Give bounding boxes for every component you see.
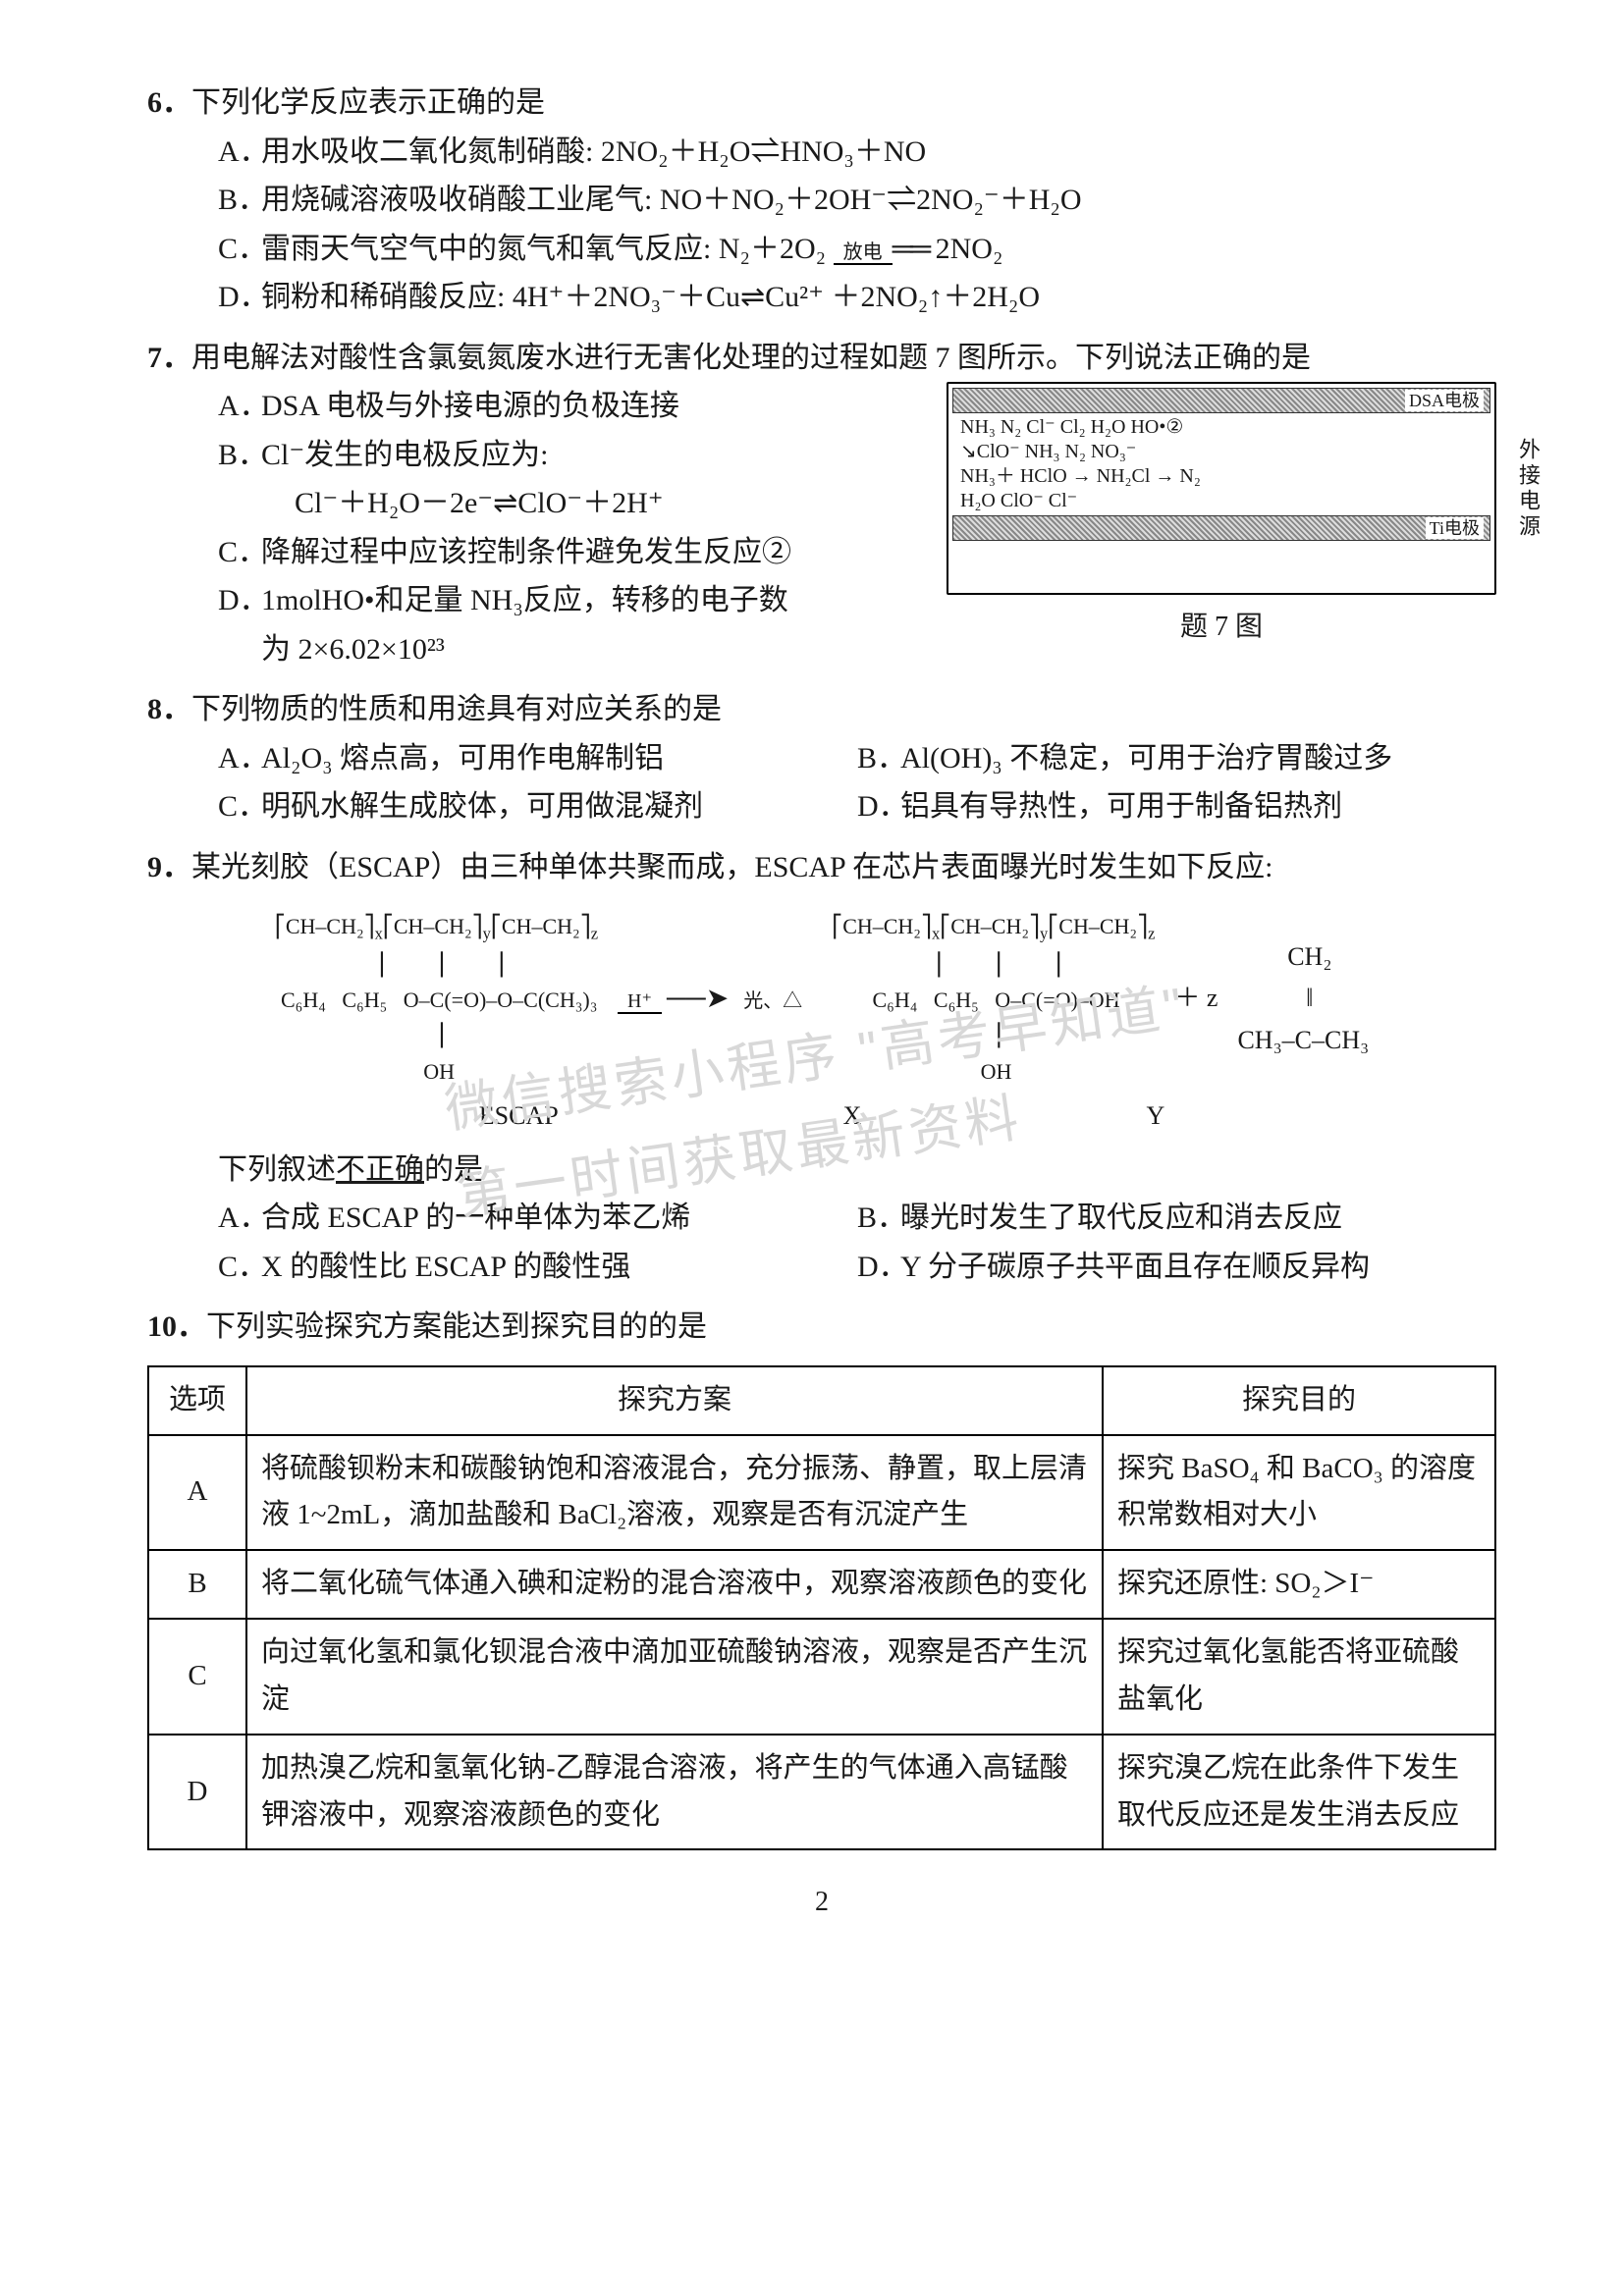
- row-A-plan: 将硫酸钡粉末和碳酸钠饱和溶液混合，充分振荡、静置，取上层清液 1~2mL，滴加盐…: [246, 1435, 1103, 1551]
- q9-option-A: A．合成 ESCAP 的一种单体为苯乙烯: [147, 1194, 857, 1243]
- row-B-goal: 探究还原性: SO₂＞I⁻: [1103, 1550, 1495, 1619]
- escap-reaction-scheme: ⎡CH–CH₂⎤x⎡CH–CH₂⎤y⎡CH–CH₂⎤z ⎮ ⎮ ⎮ C₆H₄ C…: [147, 909, 1496, 1138]
- label-X: X: [843, 1095, 862, 1138]
- q7-diagram-caption: 题 7 图: [947, 605, 1496, 650]
- row-B-opt: B: [148, 1550, 246, 1619]
- q6-option-B: B．用烧碱溶液吸收硝酸工业尾气: NO＋NO₂＋2OH⁻⇌2NO₂⁻＋H₂O: [147, 176, 1496, 225]
- question-9: 9．某光刻胶（ESCAP）由三种单体共聚而成，ESCAP 在芯片表面曝光时发生如…: [147, 843, 1496, 1292]
- q7-option-B-eq: Cl⁻＋H₂O－2e⁻⇌ClO⁻＋2H⁺: [147, 479, 927, 528]
- power-source-label: 外接电源: [1515, 438, 1543, 540]
- q6-option-C: C．雷雨天气空气中的氮气和氧气反应: N₂＋2O₂ 放电══ 2NO₂: [147, 225, 1496, 274]
- q9-option-B: B．曝光时发生了取代反应和消去反应: [857, 1194, 1496, 1243]
- row-C-plan: 向过氧化氢和氯化钡混合液中滴加亚硫酸钠溶液，观察是否产生沉淀: [246, 1619, 1103, 1735]
- polymer-X: ⎡CH–CH₂⎤x⎡CH–CH₂⎤y⎡CH–CH₂⎤z ⎮ ⎮ ⎮ C₆H₄ C…: [832, 909, 1155, 1090]
- q6-stem: 6．下列化学反应表示正确的是: [147, 79, 1496, 128]
- col-goal: 探究目的: [1103, 1366, 1495, 1435]
- q7-options: A．DSA 电极与外接电源的负极连接 B．Cl⁻发生的电极反应为: Cl⁻＋H₂…: [147, 382, 927, 673]
- q7-option-D: D．1molHO•和足量 NH₃反应，转移的电子数: [147, 576, 927, 625]
- col-option: 选项: [148, 1366, 246, 1435]
- escap-polymer-left: ⎡CH–CH₂⎤x⎡CH–CH₂⎤y⎡CH–CH₂⎤z ⎮ ⎮ ⎮ C₆H₄ C…: [275, 909, 598, 1090]
- table-header-row: 选项 探究方案 探究目的: [148, 1366, 1495, 1435]
- molecule-Y: CH₂ ‖CH₃–C–CH₃: [1237, 936, 1369, 1063]
- row-C-opt: C: [148, 1619, 246, 1735]
- plus-z: ＋ z: [1174, 978, 1218, 1020]
- q7-stem: 7．用电解法对酸性含氯氨氮废水进行无害化处理的过程如题 7 图所示。下列说法正确…: [147, 334, 1496, 383]
- q9-option-D: D．Y 分子碳原子共平面且存在顺反异构: [857, 1243, 1496, 1292]
- dsa-electrode-bar: DSA电极: [952, 388, 1490, 413]
- row-C-goal: 探究过氧化氢能否将亚硫酸盐氧化: [1103, 1619, 1495, 1735]
- q9-stem: 9．某光刻胶（ESCAP）由三种单体共聚而成，ESCAP 在芯片表面曝光时发生如…: [147, 843, 1496, 892]
- q8-option-A: A．Al₂O₃ 熔点高，可用作电解制铝: [147, 734, 857, 783]
- q6-option-A: A．用水吸收二氧化氮制硝酸: 2NO₂＋H₂O⇌HNO₃＋NO: [147, 128, 1496, 177]
- table-row: A 将硫酸钡粉末和碳酸钠饱和溶液混合，充分振荡、静置，取上层清液 1~2mL，滴…: [148, 1435, 1495, 1551]
- col-plan: 探究方案: [246, 1366, 1103, 1435]
- q8-option-C: C．明矾水解生成胶体，可用做混凝剂: [147, 782, 857, 831]
- reaction-arrow: H⁺ ──➤ 光、△: [618, 977, 812, 1022]
- row-D-plan: 加热溴乙烷和氢氧化钠-乙醇混合溶液，将产生的气体通入高锰酸钾溶液中，观察溶液颜色…: [246, 1735, 1103, 1850]
- row-A-goal: 探究 BaSO₄ 和 BaCO₃ 的溶度积常数相对大小: [1103, 1435, 1495, 1551]
- question-8: 8．下列物质的性质和用途具有对应关系的是 A．Al₂O₃ 熔点高，可用作电解制铝…: [147, 685, 1496, 831]
- table-row: C 向过氧化氢和氯化钡混合液中滴加亚硫酸钠溶液，观察是否产生沉淀 探究过氧化氢能…: [148, 1619, 1495, 1735]
- q6-option-D: D．铜粉和稀硝酸反应: 4H⁺＋2NO₃⁻＋Cu⇌Cu²⁺ ＋2NO₂↑＋2H₂…: [147, 273, 1496, 322]
- q9-option-C: C．X 的酸性比 ESCAP 的酸性强: [147, 1243, 857, 1292]
- table-row: B 将二氧化硫气体通入碘和淀粉的混合溶液中，观察溶液颜色的变化 探究还原性: S…: [148, 1550, 1495, 1619]
- page-number: 2: [147, 1880, 1496, 1925]
- q9-substem: 下列叙述不正确的是: [147, 1146, 1496, 1195]
- q8-stem: 8．下列物质的性质和用途具有对应关系的是: [147, 685, 1496, 734]
- row-B-plan: 将二氧化硫气体通入碘和淀粉的混合溶液中，观察溶液颜色的变化: [246, 1550, 1103, 1619]
- q7-option-A: A．DSA 电极与外接电源的负极连接: [147, 382, 927, 431]
- q7-option-C: C．降解过程中应该控制条件避免发生反应②: [147, 528, 927, 577]
- experiment-table: 选项 探究方案 探究目的 A 将硫酸钡粉末和碳酸钠饱和溶液混合，充分振荡、静置，…: [147, 1365, 1496, 1851]
- label-escap: ESCAP: [479, 1095, 559, 1138]
- table-row: D 加热溴乙烷和氢氧化钠-乙醇混合溶液，将产生的气体通入高锰酸钾溶液中，观察溶液…: [148, 1735, 1495, 1850]
- electrolysis-diagram-body: NH₃ N₂ Cl⁻ Cl₂ H₂O HO•② ↘ClO⁻ NH₃ N₂ NO₃…: [952, 413, 1490, 515]
- q8-option-D: D．铝具有导热性，可用于制备铝热剂: [857, 782, 1496, 831]
- question-10: 10．下列实验探究方案能达到探究目的的是 选项 探究方案 探究目的 A 将硫酸钡…: [147, 1303, 1496, 1850]
- ti-electrode-bar: Ti电极: [952, 515, 1490, 541]
- exam-page: 6．下列化学反应表示正确的是 A．用水吸收二氧化氮制硝酸: 2NO₂＋H₂O⇌H…: [0, 0, 1624, 2296]
- question-7: 7．用电解法对酸性含氯氨氮废水进行无害化处理的过程如题 7 图所示。下列说法正确…: [147, 334, 1496, 674]
- row-D-opt: D: [148, 1735, 246, 1850]
- q7-option-B: B．Cl⁻发生的电极反应为:: [147, 431, 927, 480]
- q10-stem: 10．下列实验探究方案能达到探究目的的是: [147, 1303, 1496, 1352]
- row-A-opt: A: [148, 1435, 246, 1551]
- q7-option-D-line2: 为 2×6.02×10²³: [147, 625, 927, 674]
- label-Y: Y: [1146, 1095, 1164, 1138]
- row-D-goal: 探究溴乙烷在此条件下发生取代反应还是发生消去反应: [1103, 1735, 1495, 1850]
- q8-option-B: B．Al(OH)₃ 不稳定，可用于治疗胃酸过多: [857, 734, 1496, 783]
- q7-diagram: DSA电极 NH₃ N₂ Cl⁻ Cl₂ H₂O HO•② ↘ClO⁻ NH₃ …: [947, 382, 1496, 673]
- question-6: 6．下列化学反应表示正确的是 A．用水吸收二氧化氮制硝酸: 2NO₂＋H₂O⇌H…: [147, 79, 1496, 322]
